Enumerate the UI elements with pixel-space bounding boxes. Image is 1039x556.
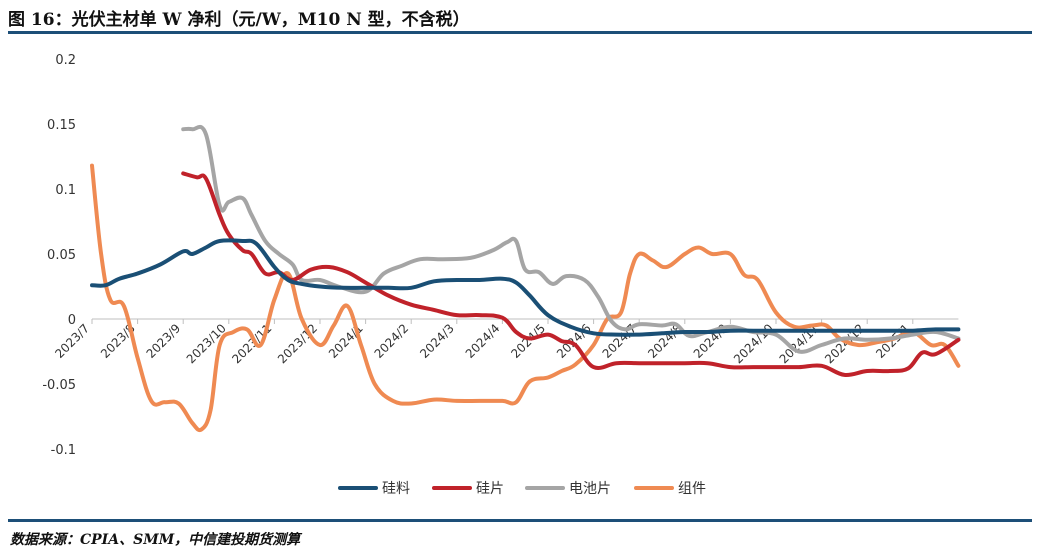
bottom-rule: [8, 519, 1032, 522]
legend-label: 硅料: [382, 481, 410, 497]
x-tick-label: 2024/3: [417, 321, 457, 361]
x-tick-label: 2024/5: [508, 321, 548, 361]
legend: 硅料 硅片 电池片 组件: [338, 481, 706, 497]
top-rule: [8, 31, 1032, 34]
data-source-note: 数据来源：CPIA、SMM，中信建投期货测算: [10, 532, 301, 548]
y-tick-label: -0.1: [51, 443, 76, 458]
y-tick-label: 0.15: [47, 118, 76, 133]
series-lines: [90, 124, 961, 433]
series-line-3: [90, 163, 961, 433]
x-tick-label: 2023/9: [144, 321, 184, 361]
series-line-2: [181, 124, 961, 354]
legend-label: 硅片: [476, 481, 504, 497]
y-tick-label: 0.2: [55, 53, 76, 68]
series-line-0: [90, 238, 961, 337]
x-tick-label: 2023/12: [275, 321, 320, 366]
x-tick-label: 2024/2: [372, 321, 412, 361]
y-axis-ticks: -0.1 -0.05 0 0.05 0.1 0.15 0.2: [42, 53, 76, 458]
y-tick-label: 0.05: [47, 248, 76, 263]
chart-title: 图 16：光伏主材单 W 净利（元/W，M10 N 型，不含税）: [8, 10, 470, 30]
legend-label: 电池片: [569, 481, 611, 497]
y-tick-label: -0.05: [42, 378, 76, 393]
x-tick-label: 2024/4: [463, 321, 503, 361]
series-line-1: [181, 171, 961, 378]
legend-label: 组件: [678, 481, 706, 497]
y-tick-label: 0: [68, 313, 76, 328]
y-tick-label: 0.1: [55, 183, 76, 198]
